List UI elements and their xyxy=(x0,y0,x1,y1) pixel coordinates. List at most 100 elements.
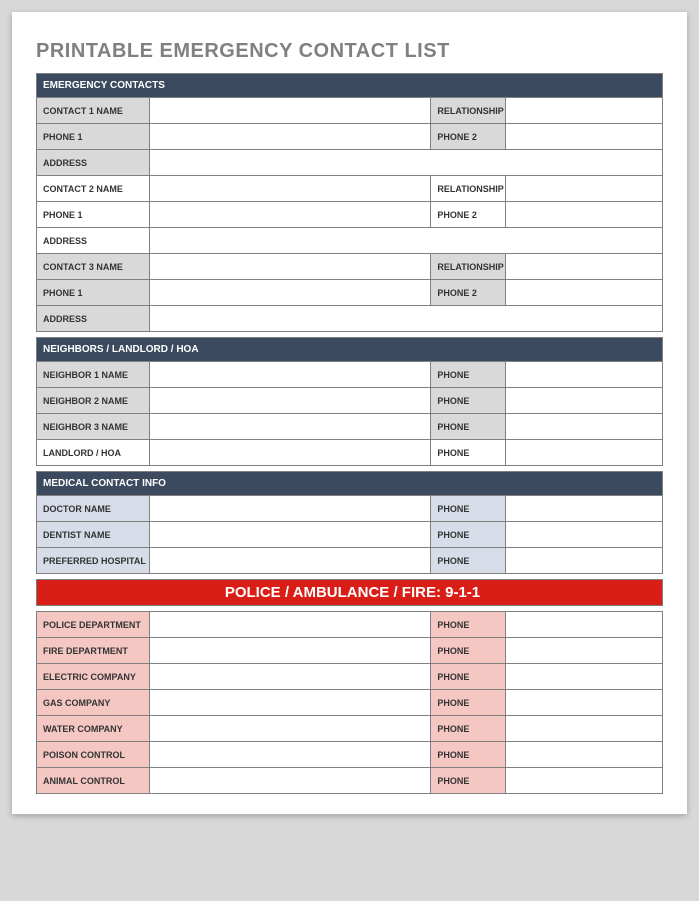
section-header-label: EMERGENCY CONTACTS xyxy=(37,74,663,98)
row-name-value[interactable] xyxy=(149,742,431,768)
form-page: PRINTABLE EMERGENCY CONTACT LIST EMERGEN… xyxy=(12,12,687,814)
table-row: POISON CONTROL PHONE xyxy=(37,742,663,768)
phone2-value[interactable] xyxy=(506,202,663,228)
neighbors-body: NEIGHBOR 1 NAME PHONE NEIGHBOR 2 NAME PH… xyxy=(37,362,663,466)
contact-row: CONTACT 2 NAME RELATIONSHIP xyxy=(37,176,663,202)
section-header-medical: MEDICAL CONTACT INFO xyxy=(37,472,663,496)
row-name-label: DOCTOR NAME xyxy=(37,496,150,522)
row-name-value[interactable] xyxy=(149,362,431,388)
table-row: DOCTOR NAME PHONE xyxy=(37,496,663,522)
table-row: FIRE DEPARTMENT PHONE xyxy=(37,638,663,664)
row-phone-label: PHONE xyxy=(431,414,506,440)
phone1-value[interactable] xyxy=(149,124,431,150)
row-phone-label: PHONE xyxy=(431,522,506,548)
row-phone-value[interactable] xyxy=(506,742,663,768)
row-phone-value[interactable] xyxy=(506,638,663,664)
address-value[interactable] xyxy=(149,228,662,254)
phone2-value[interactable] xyxy=(506,124,663,150)
row-phone-label: PHONE xyxy=(431,362,506,388)
row-name-value[interactable] xyxy=(149,414,431,440)
services-body: POLICE DEPARTMENT PHONE FIRE DEPARTMENT … xyxy=(37,612,663,794)
address-label: ADDRESS xyxy=(37,228,150,254)
row-phone-value[interactable] xyxy=(506,440,663,466)
section-header-label: NEIGHBORS / LANDLORD / HOA xyxy=(37,338,663,362)
contact-name-label: CONTACT 3 NAME xyxy=(37,254,150,280)
phone1-value[interactable] xyxy=(149,280,431,306)
table-row: NEIGHBOR 1 NAME PHONE xyxy=(37,362,663,388)
relationship-label: RELATIONSHIP xyxy=(431,176,506,202)
row-name-value[interactable] xyxy=(149,440,431,466)
contact-row: ADDRESS xyxy=(37,306,663,332)
row-phone-label: PHONE xyxy=(431,548,506,574)
row-phone-label: PHONE xyxy=(431,388,506,414)
phone2-value[interactable] xyxy=(506,280,663,306)
table-row: LANDLORD / HOA PHONE xyxy=(37,440,663,466)
row-name-label: FIRE DEPARTMENT xyxy=(37,638,150,664)
emergency-services-banner: POLICE / AMBULANCE / FIRE: 9-1-1 xyxy=(37,580,663,606)
row-phone-value[interactable] xyxy=(506,388,663,414)
relationship-value[interactable] xyxy=(506,98,663,124)
row-phone-label: PHONE xyxy=(431,664,506,690)
row-name-value[interactable] xyxy=(149,690,431,716)
row-phone-value[interactable] xyxy=(506,716,663,742)
phone1-value[interactable] xyxy=(149,202,431,228)
row-name-label: DENTIST NAME xyxy=(37,522,150,548)
section-header-label: MEDICAL CONTACT INFO xyxy=(37,472,663,496)
relationship-label: RELATIONSHIP xyxy=(431,98,506,124)
row-name-label: GAS COMPANY xyxy=(37,690,150,716)
row-name-value[interactable] xyxy=(149,612,431,638)
address-value[interactable] xyxy=(149,150,662,176)
row-phone-label: PHONE xyxy=(431,768,506,794)
contact-row: ADDRESS xyxy=(37,150,663,176)
row-phone-label: PHONE xyxy=(431,612,506,638)
relationship-value[interactable] xyxy=(506,254,663,280)
row-phone-value[interactable] xyxy=(506,612,663,638)
row-phone-value[interactable] xyxy=(506,496,663,522)
contact-row: PHONE 1 PHONE 2 xyxy=(37,124,663,150)
contact-name-label: CONTACT 2 NAME xyxy=(37,176,150,202)
row-name-label: ELECTRIC COMPANY xyxy=(37,664,150,690)
row-name-value[interactable] xyxy=(149,768,431,794)
row-name-value[interactable] xyxy=(149,388,431,414)
contact-row: ADDRESS xyxy=(37,228,663,254)
phone2-label: PHONE 2 xyxy=(431,202,506,228)
row-phone-value[interactable] xyxy=(506,664,663,690)
row-phone-label: PHONE xyxy=(431,496,506,522)
row-phone-value[interactable] xyxy=(506,690,663,716)
emergency-contacts-body: CONTACT 1 NAME RELATIONSHIP PHONE 1 PHON… xyxy=(37,98,663,332)
row-name-label: POISON CONTROL xyxy=(37,742,150,768)
row-name-label: NEIGHBOR 1 NAME xyxy=(37,362,150,388)
contact-row: PHONE 1 PHONE 2 xyxy=(37,202,663,228)
row-name-label: ANIMAL CONTROL xyxy=(37,768,150,794)
phone2-label: PHONE 2 xyxy=(431,124,506,150)
section-header-emergency: EMERGENCY CONTACTS xyxy=(37,74,663,98)
phone2-label: PHONE 2 xyxy=(431,280,506,306)
contact-name-value[interactable] xyxy=(149,176,431,202)
address-value[interactable] xyxy=(149,306,662,332)
row-phone-value[interactable] xyxy=(506,362,663,388)
relationship-value[interactable] xyxy=(506,176,663,202)
row-phone-value[interactable] xyxy=(506,768,663,794)
row-name-value[interactable] xyxy=(149,664,431,690)
row-phone-value[interactable] xyxy=(506,522,663,548)
row-name-value[interactable] xyxy=(149,522,431,548)
row-name-value[interactable] xyxy=(149,548,431,574)
contact-name-value[interactable] xyxy=(149,254,431,280)
contact-name-value[interactable] xyxy=(149,98,431,124)
table-row: WATER COMPANY PHONE xyxy=(37,716,663,742)
row-phone-label: PHONE xyxy=(431,440,506,466)
page-title: PRINTABLE EMERGENCY CONTACT LIST xyxy=(36,40,663,63)
row-name-label: NEIGHBOR 2 NAME xyxy=(37,388,150,414)
row-name-value[interactable] xyxy=(149,716,431,742)
row-name-label: LANDLORD / HOA xyxy=(37,440,150,466)
table-row: ELECTRIC COMPANY PHONE xyxy=(37,664,663,690)
table-row: GAS COMPANY PHONE xyxy=(37,690,663,716)
table-row: PREFERRED HOSPITAL PHONE xyxy=(37,548,663,574)
table-row: DENTIST NAME PHONE xyxy=(37,522,663,548)
row-name-label: PREFERRED HOSPITAL xyxy=(37,548,150,574)
row-phone-value[interactable] xyxy=(506,414,663,440)
row-name-value[interactable] xyxy=(149,496,431,522)
section-header-neighbors: NEIGHBORS / LANDLORD / HOA xyxy=(37,338,663,362)
row-name-value[interactable] xyxy=(149,638,431,664)
row-phone-value[interactable] xyxy=(506,548,663,574)
